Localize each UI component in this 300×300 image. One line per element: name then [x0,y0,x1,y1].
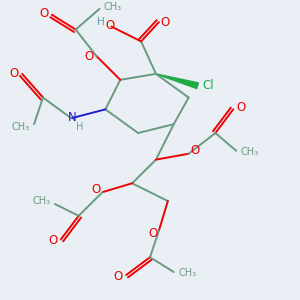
Text: O: O [148,227,158,240]
Text: CH₃: CH₃ [178,268,196,278]
Text: O: O [9,68,19,80]
Text: O: O [190,144,199,157]
Text: O: O [92,183,101,196]
Text: O: O [105,19,115,32]
Text: CH₃: CH₃ [241,147,259,157]
Text: N: N [68,111,77,124]
Text: O: O [236,101,245,114]
Text: CH₃: CH₃ [104,2,122,12]
Text: O: O [39,7,48,20]
Text: O: O [48,235,57,248]
Polygon shape [156,74,198,88]
Text: CH₃: CH₃ [32,196,51,206]
Text: O: O [84,50,94,63]
Text: O: O [113,270,122,283]
Text: H: H [76,122,84,131]
Text: Cl: Cl [202,79,214,92]
Text: H: H [97,17,105,27]
Text: O: O [161,16,170,28]
Text: CH₃: CH₃ [12,122,30,132]
